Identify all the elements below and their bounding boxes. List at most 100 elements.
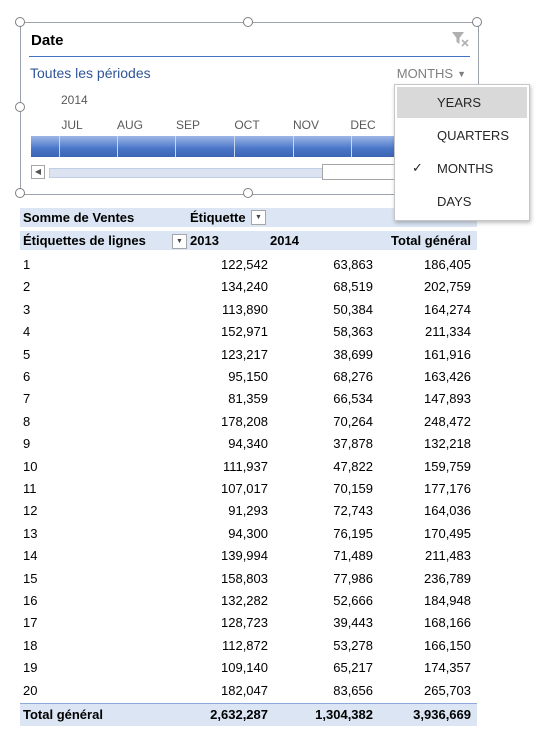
cell-2014: 38,699 (333, 346, 373, 362)
cell-2013: 81,359 (228, 391, 268, 407)
row-filter-dropdown-icon[interactable]: ▼ (172, 234, 187, 249)
table-row: 6 95,150 68,276 163,426 (20, 366, 477, 388)
table-row: 3 113,890 50,384 164,274 (20, 299, 477, 321)
cell-2013: 111,937 (222, 458, 268, 474)
row-label: 6 (23, 369, 31, 384)
year-label: 2014 (61, 93, 88, 107)
menu-item-quarters[interactable]: QUARTERS (437, 128, 509, 143)
cell-2014: 47,822 (333, 458, 373, 474)
month-label: OCT (234, 118, 260, 132)
cell-2013: 94,300 (228, 525, 268, 541)
cell-total: 265,703 (424, 682, 471, 698)
cell-total: 184,948 (424, 593, 471, 608)
month-label: JUL (61, 118, 83, 132)
time-level-label: MONTHS (396, 66, 454, 81)
row-label: 15 (23, 570, 38, 586)
cell-2014: 58,363 (333, 324, 373, 340)
month-labels: JUL AUG SEP OCT NOV DEC (21, 118, 478, 134)
cell-2013: 182,047 (221, 682, 268, 698)
row-label: 2 (23, 279, 31, 295)
cell-total: 132,218 (424, 436, 471, 452)
cell-2013: 152,971 (221, 324, 268, 340)
table-row: 5 123,217 38,699 161,916 (20, 344, 477, 366)
resize-handle[interactable] (15, 17, 25, 27)
cell-2013: 132,282 (221, 593, 268, 608)
cell-2013: 95,150 (228, 369, 268, 384)
scrollbar-thumb[interactable] (322, 164, 398, 180)
row-label: 8 (23, 413, 31, 429)
cell-2014: 66,534 (333, 391, 373, 407)
col-header-2013: 2013 (190, 233, 219, 248)
cell-2014: 70,264 (333, 413, 373, 429)
table-row: 9 94,340 37,878 132,218 (20, 433, 477, 455)
cell-total: 161,916 (424, 346, 471, 362)
resize-handle[interactable] (243, 188, 253, 198)
cell-2013: 122,542 (221, 257, 268, 272)
row-label: 1 (23, 257, 31, 272)
cell-2014: 63,863 (333, 257, 373, 272)
month-label: DEC (350, 118, 376, 132)
cell-2013: 113,890 (221, 301, 268, 317)
time-level-menu: YEARS QUARTERS ✓ MONTHS DAYS (394, 84, 530, 221)
row-label: 10 (23, 458, 38, 474)
cell-2013: 128,723 (221, 615, 268, 631)
row-label: 17 (23, 615, 38, 631)
table-row: 12 91,293 72,743 164,036 (20, 500, 477, 522)
pivot-header-row-1: Somme de Ventes Étiquette ▼ (20, 208, 477, 227)
cell-total: 147,893 (424, 391, 471, 407)
column-filter-dropdown-icon[interactable]: ▼ (251, 210, 266, 225)
row-label: 9 (23, 436, 31, 452)
cell-2014: 77,986 (333, 570, 373, 586)
cell-2014: 68,276 (333, 369, 373, 384)
table-row: 18 112,872 53,278 166,150 (20, 635, 477, 657)
table-row: 16 132,282 52,666 184,948 (20, 590, 477, 612)
table-row: 20 182,047 83,656 265,703 (20, 680, 477, 702)
pivot-header-row-2: Étiquettes de lignes ▼ 2013 2014 Total g… (20, 231, 477, 250)
menu-item-years[interactable]: YEARS (397, 87, 527, 118)
cell-2013: 94,340 (228, 436, 268, 452)
month-label: AUG (116, 118, 143, 132)
menu-item-months[interactable]: ✓ MONTHS (412, 160, 494, 176)
time-level-dropdown[interactable]: MONTHS ▼ (397, 66, 466, 81)
resize-handle[interactable] (15, 102, 25, 112)
table-row: 1 122,542 63,863 186,405 (20, 254, 477, 276)
cell-total: 236,789 (424, 570, 471, 586)
cell-2013: 123,217 (221, 346, 268, 362)
scroll-left-arrow-icon[interactable]: ◀ (31, 165, 45, 179)
cell-2014: 72,743 (333, 503, 373, 519)
values-label: Somme de Ventes (23, 210, 135, 225)
column-labels-header: Étiquette (190, 210, 246, 225)
cell-2014: 52,666 (333, 593, 373, 608)
cell-total: 186,405 (424, 257, 471, 272)
row-label: 14 (23, 548, 38, 564)
cell-2014: 39,443 (333, 615, 373, 631)
cell-2014: 70,159 (333, 481, 373, 496)
periods-label: Toutes les périodes (30, 65, 151, 81)
table-row: 10 111,937 47,822 159,759 (20, 456, 477, 478)
row-label: 5 (23, 346, 31, 362)
cell-2014: 71,489 (333, 548, 373, 564)
table-row: 15 158,803 77,986 236,789 (20, 568, 477, 590)
cell-total: 177,176 (424, 481, 471, 496)
table-row: 13 94,300 76,195 170,495 (20, 523, 477, 545)
grand-total-2013: 2,632,287 (210, 707, 268, 722)
cell-total: 168,166 (424, 615, 471, 631)
timeline-selection-bar[interactable] (31, 136, 397, 157)
menu-item-days[interactable]: DAYS (437, 194, 472, 209)
grand-total-total: 3,936,669 (413, 707, 471, 722)
row-label: 20 (23, 682, 38, 698)
col-header-2014: 2014 (270, 233, 299, 248)
row-label: 19 (23, 660, 38, 676)
cell-2014: 68,519 (333, 279, 373, 295)
col-header-total: Total général (391, 233, 471, 248)
table-row: 4 152,971 58,363 211,334 (20, 321, 477, 343)
resize-handle[interactable] (243, 17, 253, 27)
clear-filter-icon[interactable] (450, 29, 470, 49)
resize-handle[interactable] (472, 17, 482, 27)
table-row: 2 134,240 68,519 202,759 (20, 276, 477, 298)
cell-total: 159,759 (424, 458, 471, 474)
cell-2014: 83,656 (333, 682, 373, 698)
cell-2013: 91,293 (228, 503, 268, 519)
resize-handle[interactable] (15, 188, 25, 198)
cell-2014: 37,878 (333, 436, 373, 452)
